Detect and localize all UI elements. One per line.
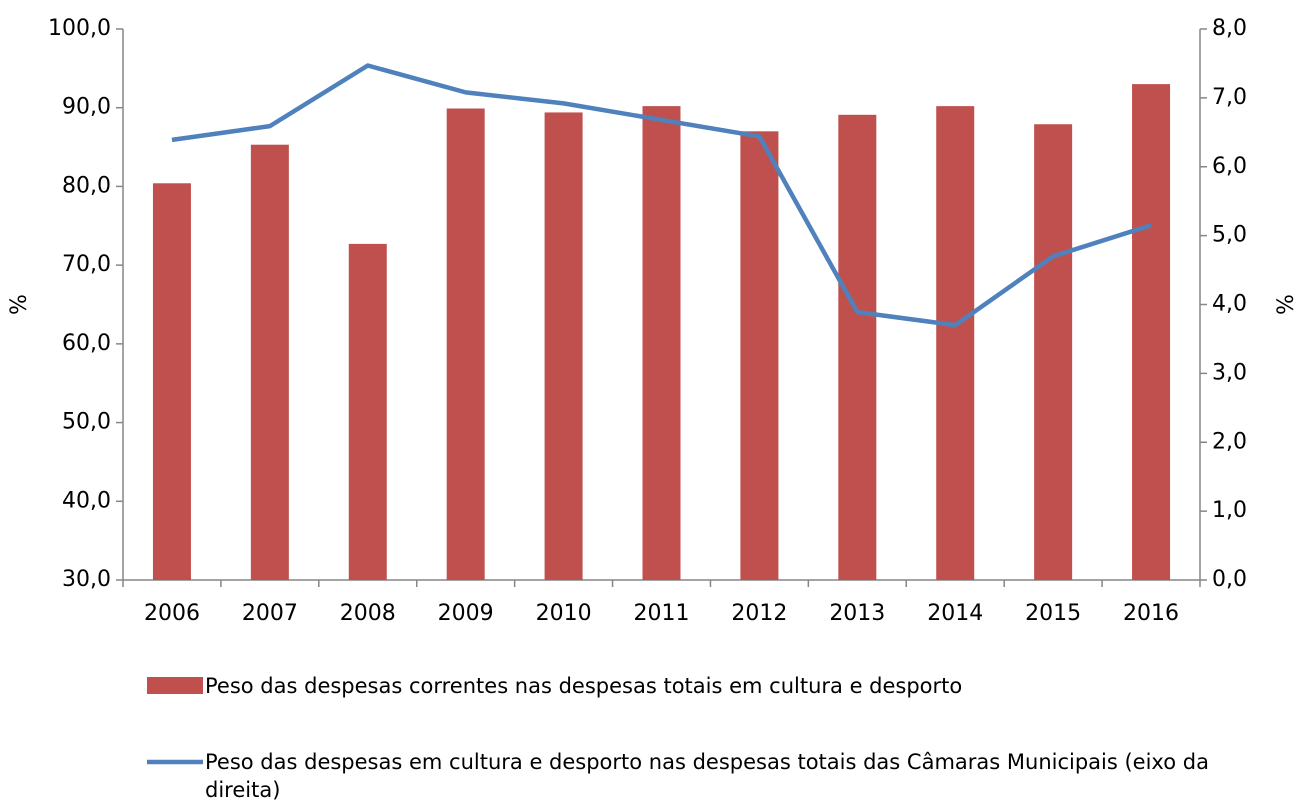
y2-axis-label: % [1274,294,1299,315]
x-tick-label: 2014 [927,601,983,626]
bar [1132,84,1171,580]
x-tick-label: 2006 [144,601,200,626]
bar [446,108,485,580]
y-tick-label: 30,0 [62,567,111,592]
x-tick-label: 2009 [438,601,494,626]
legend-label: Peso das despesas correntes nas despesas… [205,674,963,698]
y-tick-label: 40,0 [62,488,111,513]
y2-tick-label: 7,0 [1212,85,1247,110]
y2-tick-label: 6,0 [1212,154,1247,179]
line [171,63,1152,328]
bar [1034,124,1073,580]
bar [642,106,681,580]
legend-swatch [147,677,203,694]
y-tick-label: 50,0 [62,410,111,435]
bar [740,131,779,581]
y-tick-label: 80,0 [62,173,111,198]
y-tick-label: 70,0 [62,252,111,277]
y-tick-label: 60,0 [62,331,111,356]
x-tick-label: 2013 [829,601,885,626]
y-axis-label: % [7,294,32,315]
bar [838,114,877,580]
y-tick-label: 100,0 [48,16,111,41]
y2-tick-label: 2,0 [1212,429,1247,454]
bar [348,243,387,580]
legend-label: Peso das despesas em cultura e desporto … [205,750,1209,802]
x-tick-label: 2012 [731,601,787,626]
y2-tick-label: 1,0 [1212,498,1247,523]
y2-tick-label: 3,0 [1212,360,1247,385]
x-tick-label: 2015 [1025,601,1081,626]
bar [544,112,583,581]
y2-tick-label: 0,0 [1212,567,1247,592]
x-tick-label: 2007 [242,601,298,626]
x-tick-label: 2010 [536,601,592,626]
y2-tick-label: 4,0 [1212,292,1247,317]
bar [152,183,191,580]
bar [936,106,975,580]
bar [250,144,289,580]
x-tick-label: 2008 [340,601,396,626]
y2-tick-label: 8,0 [1212,16,1247,41]
x-tick-label: 2016 [1123,601,1179,626]
x-tick-label: 2011 [634,601,690,626]
y-tick-label: 90,0 [62,95,111,120]
y2-tick-label: 5,0 [1212,223,1247,248]
